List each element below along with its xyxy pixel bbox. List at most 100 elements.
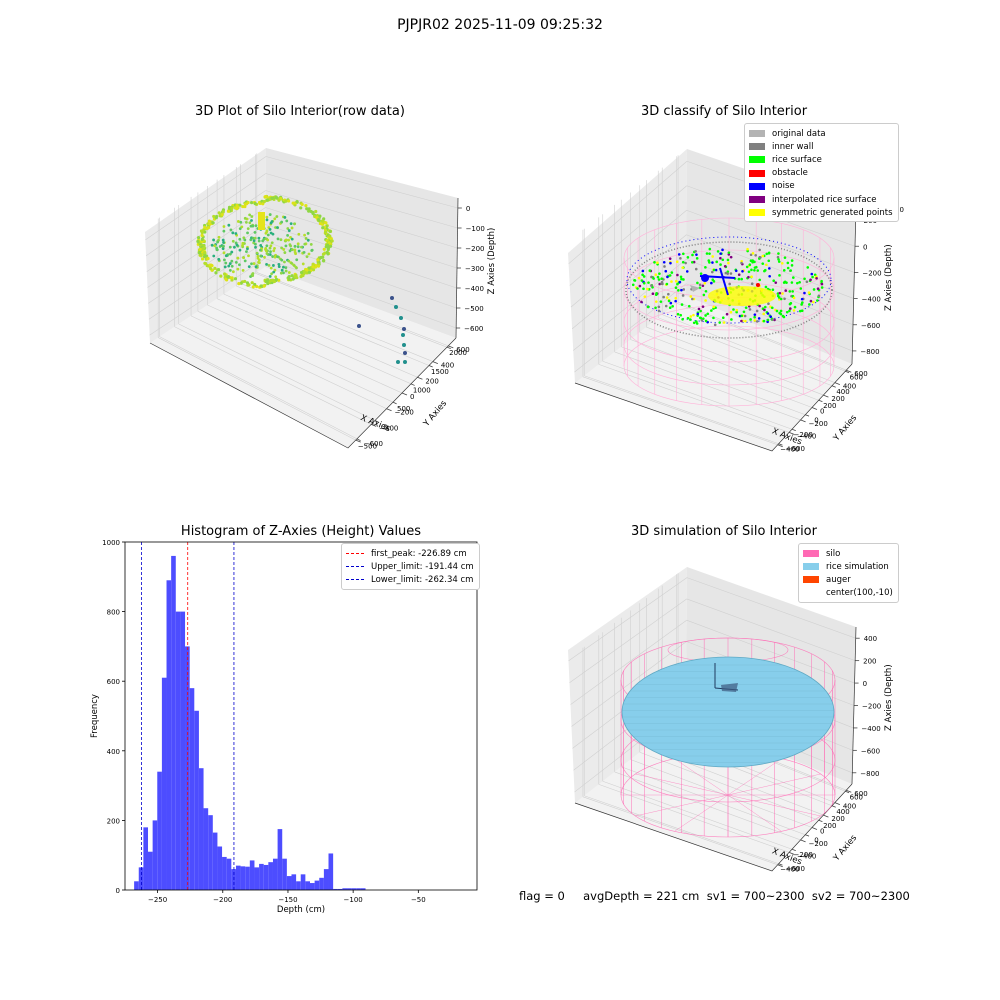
p2-point bbox=[753, 313, 757, 316]
p3-bar bbox=[342, 888, 348, 890]
p1-point bbox=[401, 333, 405, 337]
p2-point bbox=[799, 287, 803, 290]
p3-xtick-label: −200 bbox=[213, 896, 232, 904]
p1-xtick bbox=[392, 401, 397, 405]
p2-ztick-label: −600 bbox=[861, 322, 880, 330]
p4-xtick-label: −400 bbox=[780, 865, 799, 873]
p2-point bbox=[659, 300, 663, 303]
p1-floor-pane bbox=[150, 267, 456, 448]
p2-point bbox=[656, 275, 660, 279]
p2-point bbox=[790, 259, 794, 262]
legend-label: noise bbox=[772, 181, 795, 192]
p1-point bbox=[290, 226, 294, 230]
p2-point bbox=[786, 266, 790, 270]
p2-xtick-label: 200 bbox=[823, 402, 836, 410]
p1-point bbox=[266, 233, 270, 237]
p1-point bbox=[264, 237, 268, 241]
p2-point bbox=[687, 304, 691, 308]
p1-point bbox=[283, 260, 286, 264]
p2-xgrid bbox=[621, 346, 806, 416]
p1-point bbox=[269, 250, 272, 254]
p1-ygrid bbox=[240, 283, 433, 362]
p1-point bbox=[214, 271, 218, 275]
p1-point bbox=[259, 284, 263, 288]
p2-point bbox=[704, 299, 707, 302]
legend-entry: auger bbox=[803, 573, 893, 586]
p1-ytick bbox=[448, 345, 454, 349]
p1-zlabel: Z Axies (Depth) bbox=[487, 228, 497, 295]
p2-zgrid bbox=[686, 209, 855, 273]
p1-point bbox=[209, 266, 213, 271]
p1-point bbox=[222, 225, 226, 228]
p2-point bbox=[697, 307, 701, 311]
p2-point bbox=[815, 276, 818, 280]
legend-label: silo bbox=[826, 548, 841, 559]
p2-point bbox=[726, 272, 729, 275]
p2-point bbox=[792, 296, 796, 300]
p1-point bbox=[243, 204, 247, 209]
p1-point bbox=[247, 254, 250, 258]
p2-point bbox=[796, 281, 799, 285]
p1-point bbox=[206, 226, 210, 230]
p2-point bbox=[667, 292, 670, 296]
p2-ztick-label: −200 bbox=[862, 269, 881, 277]
p1-point bbox=[228, 245, 232, 249]
p1-point bbox=[328, 244, 333, 248]
p1-point bbox=[399, 316, 403, 320]
p1-point bbox=[293, 244, 297, 248]
p2-point bbox=[705, 252, 709, 255]
p2-point bbox=[759, 256, 762, 259]
p1-point bbox=[230, 206, 234, 210]
p2-point bbox=[817, 294, 821, 298]
p2-point bbox=[749, 318, 752, 321]
p3-xlabel: Depth (cm) bbox=[277, 905, 325, 915]
p4-ygrid bbox=[582, 796, 778, 866]
p1-point bbox=[246, 231, 249, 235]
p1-point bbox=[217, 235, 221, 239]
p3-bar bbox=[296, 881, 301, 890]
p1-point bbox=[218, 245, 222, 248]
p4-ytick bbox=[823, 814, 829, 818]
legend-entry: Lower_limit: -262.34 cm bbox=[346, 573, 474, 586]
p1-point bbox=[226, 275, 231, 279]
p1-point bbox=[256, 254, 260, 258]
p2-point bbox=[768, 267, 771, 270]
p3-bar bbox=[189, 688, 195, 890]
p3-xtick-label: −100 bbox=[344, 896, 363, 904]
p1-point bbox=[323, 221, 327, 225]
p4-silo-floor-spoke bbox=[727, 794, 782, 832]
p2-point bbox=[812, 288, 816, 291]
p2-point bbox=[662, 260, 666, 264]
p1-point bbox=[230, 278, 234, 282]
legend-swatch bbox=[749, 182, 765, 190]
p1-point bbox=[284, 199, 288, 203]
p1-xgrid bbox=[236, 285, 430, 366]
p1-point bbox=[242, 256, 246, 260]
p2-point bbox=[719, 263, 722, 266]
p1-point bbox=[247, 265, 251, 269]
p2-point bbox=[682, 278, 685, 281]
p1-point bbox=[228, 252, 232, 256]
p1-point bbox=[280, 246, 283, 250]
p3-bar bbox=[134, 881, 139, 890]
p2-point bbox=[695, 253, 698, 256]
p1-point bbox=[262, 284, 266, 288]
p3-ytick-label: 200 bbox=[107, 817, 120, 825]
p1-point bbox=[305, 207, 309, 211]
legend-line-swatch bbox=[346, 553, 364, 555]
p1-point bbox=[282, 248, 286, 251]
p1-point bbox=[233, 277, 238, 281]
p2-point bbox=[712, 268, 716, 272]
p2-point bbox=[700, 319, 704, 322]
legend-label: original data bbox=[772, 128, 826, 139]
p1-axes-box: −50005001000150020006004002000−200−400−6… bbox=[145, 148, 497, 450]
p2-point bbox=[777, 260, 781, 263]
p1-point bbox=[296, 242, 300, 246]
p2-point bbox=[816, 299, 819, 302]
p1-point bbox=[270, 196, 274, 200]
p2-point bbox=[770, 306, 774, 310]
p2-point bbox=[696, 281, 699, 285]
p1-point bbox=[300, 202, 304, 207]
p1-point bbox=[270, 220, 274, 223]
status-footer: flag = 0 avgDepth = 221 cm sv1 = 700~230… bbox=[519, 889, 910, 903]
